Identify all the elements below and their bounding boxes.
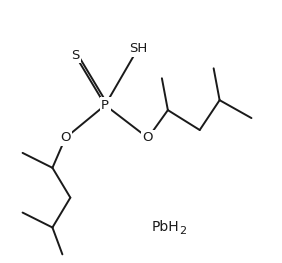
Text: SH: SH: [129, 42, 147, 55]
Text: S: S: [71, 49, 80, 62]
Text: P: P: [101, 99, 109, 112]
Text: 2: 2: [179, 226, 186, 236]
Text: O: O: [143, 132, 153, 144]
Text: PbH: PbH: [152, 220, 180, 235]
Text: O: O: [60, 132, 70, 144]
